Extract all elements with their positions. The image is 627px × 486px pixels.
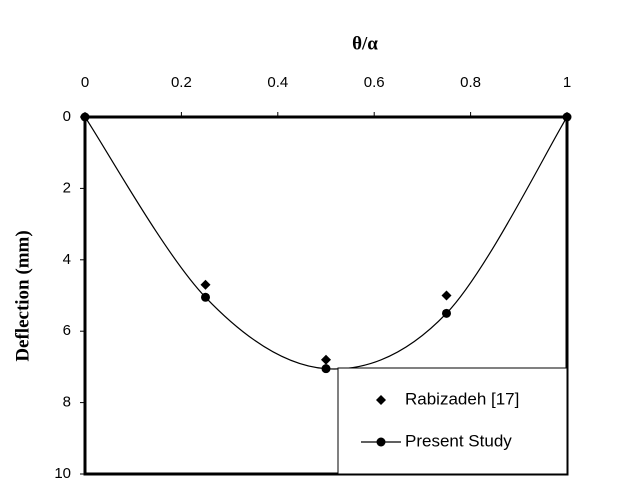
series-line: [84, 116, 568, 370]
chart-title: θ/α: [352, 33, 378, 54]
diamond-marker: [200, 279, 211, 290]
circle-marker: [321, 364, 331, 374]
x-tick-label: 0.2: [171, 74, 192, 91]
y-tick-label: 4: [63, 251, 71, 268]
y-tick-label: 6: [63, 322, 71, 339]
circle-marker: [201, 292, 210, 302]
x-tick-label: 0.6: [364, 74, 385, 91]
y-axis-label: Deflection (mm): [12, 230, 33, 361]
legend-marker: [376, 437, 386, 447]
diamond-marker: [441, 290, 452, 301]
x-tick-label: 0: [81, 74, 89, 91]
legend-box: [337, 367, 568, 475]
circle-marker: [442, 308, 451, 318]
legend-marker: [376, 395, 386, 405]
plot-frame: [83, 115, 569, 476]
y-tick-label: 0: [63, 108, 71, 125]
y-tick-label: 2: [63, 179, 71, 196]
circle-marker: [80, 112, 90, 122]
diamond-marker: [321, 354, 331, 365]
x-tick-label: 1: [563, 74, 571, 91]
legend-label: Rabizadeh [17]: [405, 389, 519, 408]
circle-marker: [562, 112, 572, 122]
y-tick-label: 8: [63, 394, 71, 411]
legend-label: Present Study: [405, 431, 512, 450]
y-tick-label: 10: [54, 465, 71, 482]
x-tick-label: 0.4: [267, 74, 288, 91]
x-tick-label: 0.8: [460, 74, 481, 91]
